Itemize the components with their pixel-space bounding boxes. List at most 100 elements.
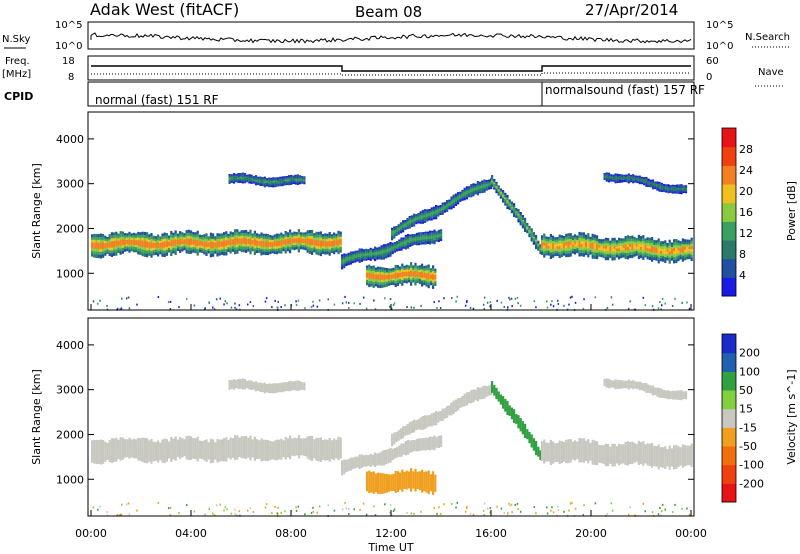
- power-cell: [487, 188, 490, 190]
- power-cell: [248, 175, 251, 177]
- power-speckle: [333, 303, 336, 306]
- power-cell: [658, 185, 661, 187]
- power-cell: [113, 246, 116, 251]
- power-cell: [513, 204, 516, 207]
- vel-cell: [220, 455, 223, 459]
- power-cell: [684, 239, 687, 243]
- vel-cell: [159, 453, 162, 456]
- power-cell: [285, 182, 288, 184]
- power-cell: [229, 234, 232, 238]
- power-cell: [230, 177, 233, 179]
- power-cell: [401, 274, 404, 278]
- power-cell: [463, 192, 466, 195]
- power-cell: [183, 243, 186, 247]
- power-cell: [130, 233, 133, 236]
- power-cell: [616, 181, 619, 183]
- power-cell: [497, 192, 500, 195]
- power-cell: [402, 229, 405, 231]
- power-cell: [347, 254, 350, 257]
- power-cell: [410, 276, 413, 280]
- power-cell: [298, 175, 302, 177]
- power-cell: [405, 267, 408, 270]
- power-speckle: [420, 304, 422, 307]
- power-cell: [426, 212, 429, 215]
- power-cell: [621, 177, 624, 179]
- vel-cell: [190, 436, 193, 440]
- power-cell: [658, 188, 661, 191]
- power-cell: [410, 216, 413, 219]
- power-cell: [106, 251, 109, 254]
- power-cell: [450, 202, 453, 205]
- vel-cell: [117, 451, 120, 455]
- power-cell: [633, 246, 636, 250]
- power-cell: [110, 232, 113, 236]
- power-speckle: [439, 307, 442, 309]
- vel-cell: [395, 432, 398, 434]
- power-cell: [391, 227, 394, 230]
- power-cell: [610, 176, 613, 179]
- power-cell: [261, 178, 264, 180]
- power-cell: [398, 240, 401, 243]
- vel-cell: [253, 439, 256, 443]
- power-cell: [163, 247, 166, 251]
- vel-cell: [398, 453, 401, 456]
- power-cell: [651, 185, 655, 187]
- vel-cell: [128, 450, 131, 454]
- power-cell: [404, 242, 407, 245]
- power-cell: [607, 180, 611, 183]
- power-cell: [440, 229, 443, 232]
- vel-cell: [220, 447, 223, 451]
- power-cell: [585, 249, 588, 253]
- power-cell: [315, 251, 318, 255]
- power-cell: [552, 249, 555, 253]
- power-cell: [412, 269, 415, 273]
- vel-cell: [198, 455, 201, 459]
- power-cell: [614, 179, 617, 181]
- power-cell: [115, 249, 118, 253]
- power-cell: [490, 187, 493, 190]
- vel-cell: [374, 487, 377, 491]
- power-cell: [413, 215, 416, 218]
- power-cell: [124, 237, 127, 241]
- power-cell: [654, 187, 657, 190]
- vel-cell: [434, 481, 437, 484]
- power-cell: [589, 236, 592, 240]
- vel-cell: [267, 445, 270, 449]
- vel-cell: [236, 456, 239, 460]
- power-cell: [673, 186, 677, 189]
- power-cell: [410, 282, 413, 286]
- power-cell: [609, 240, 612, 244]
- power-cell: [632, 181, 635, 184]
- power-cell: [506, 200, 509, 203]
- power-cell: [330, 245, 333, 249]
- vel-cell: [216, 450, 219, 454]
- power-cell: [657, 241, 660, 245]
- vel-cell: [370, 472, 373, 475]
- power-cell: [201, 237, 204, 240]
- vel-cell: [163, 441, 166, 445]
- power-cell: [627, 179, 630, 182]
- vel-cell: [231, 440, 234, 444]
- power-cell: [632, 179, 635, 182]
- power-cell: [201, 246, 204, 249]
- vel-cell: [407, 445, 410, 448]
- power-cell: [686, 251, 689, 255]
- power-cell: [618, 174, 622, 176]
- power-cell: [170, 252, 173, 256]
- power-cell: [234, 247, 237, 252]
- vel-cell: [214, 446, 217, 449]
- vel-cell: [297, 435, 300, 439]
- vel-cell: [349, 457, 352, 460]
- power-cell: [333, 235, 336, 239]
- power-cell: [524, 221, 527, 224]
- power-cell: [657, 238, 660, 242]
- power-cell: [423, 277, 426, 281]
- power-cell: [354, 259, 357, 262]
- power-cell: [319, 243, 322, 247]
- power-cell: [409, 236, 412, 238]
- power-cell: [389, 243, 392, 246]
- power-cell: [124, 235, 127, 238]
- power-cell: [379, 279, 382, 283]
- power-cell: [253, 230, 256, 235]
- vel-cell: [267, 450, 270, 454]
